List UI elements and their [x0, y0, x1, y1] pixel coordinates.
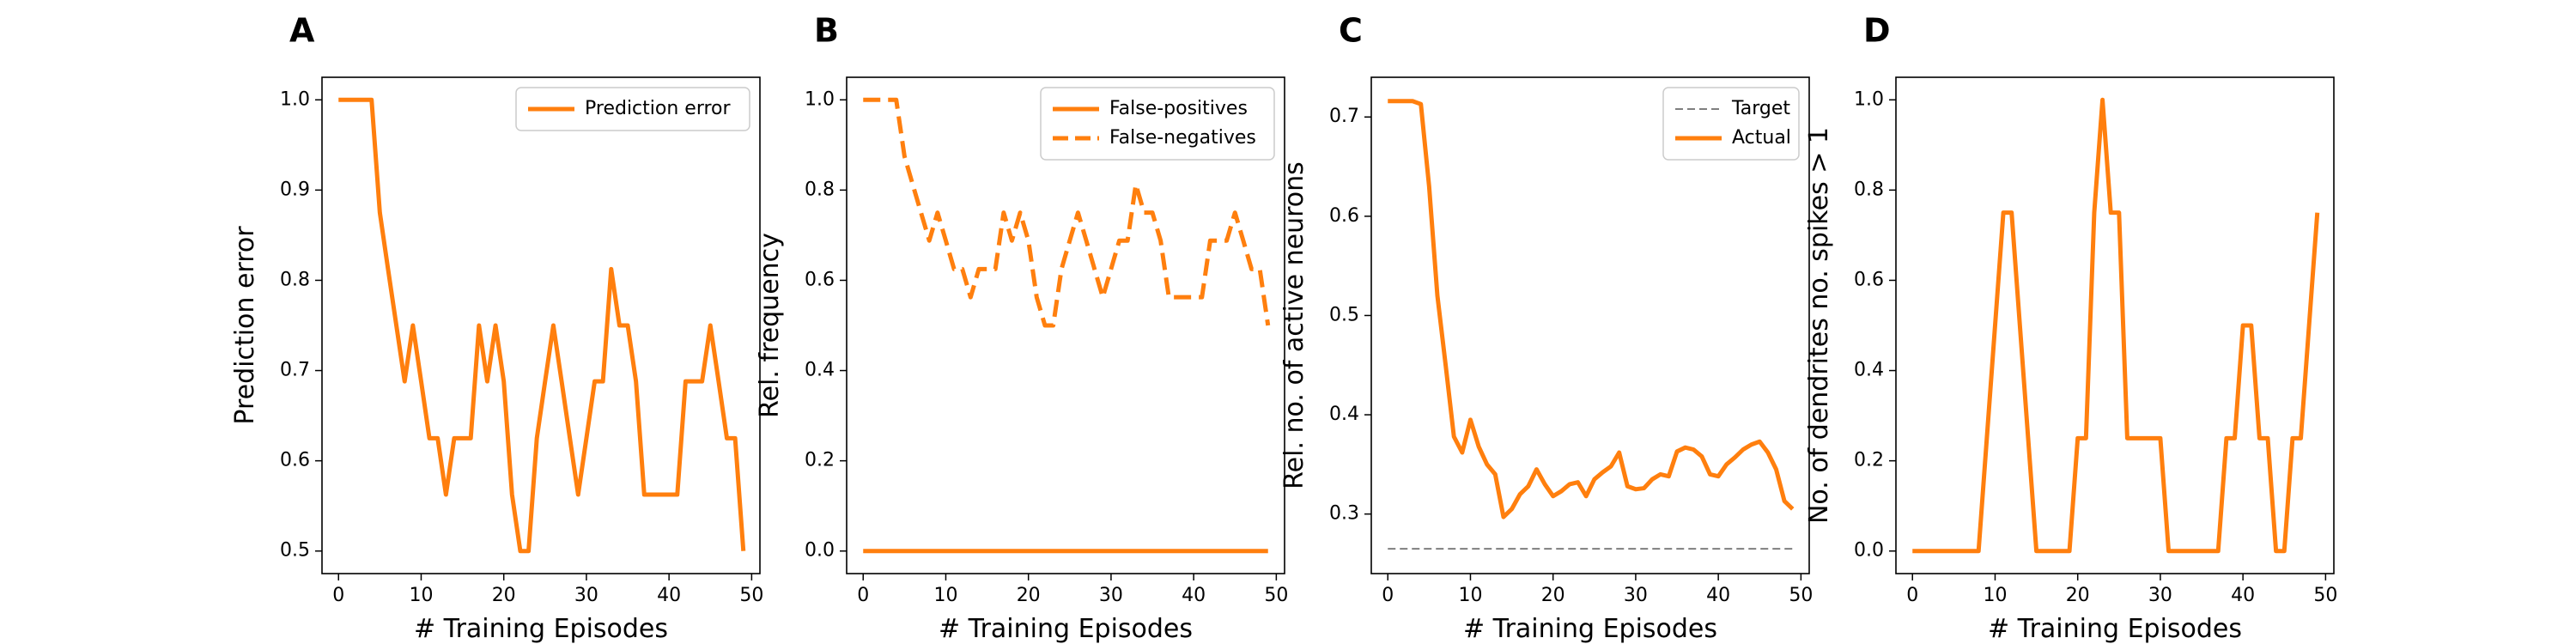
plot-frame: [846, 76, 1285, 574]
y-tick-label: 0.6: [1329, 205, 1359, 227]
x-tick-label: 20: [2066, 585, 2090, 606]
x-tick-label: 20: [1017, 585, 1041, 606]
legend-label: Target: [1731, 98, 1790, 119]
x-axis-label: # Training Episodes: [1988, 614, 2242, 644]
y-tick-label: 0.5: [280, 540, 310, 562]
x-tick-label: 30: [1624, 585, 1648, 606]
panel-letter: D: [1863, 12, 1891, 50]
x-axis-label: # Training Episodes: [939, 614, 1193, 644]
panel-a: A 0 10 20 30 40 50 0.5 0.6 0.7 0.8 0.9 1.0 # Training…: [230, 12, 763, 644]
x-tick-label: 40: [1182, 585, 1206, 606]
x-tick-label: 0: [857, 585, 869, 606]
x-tick-label: 40: [1706, 585, 1730, 606]
y-tick-label: 0.7: [280, 360, 310, 381]
x-tick-label: 0: [332, 585, 344, 606]
panel-letter: A: [289, 12, 315, 50]
y-tick-label: 0.4: [805, 360, 835, 381]
legend: False-positives False-negatives: [1040, 87, 1275, 161]
legend-label: Prediction error: [585, 98, 731, 119]
x-tick-label: 10: [1458, 585, 1482, 606]
x-axis-label: # Training Episodes: [414, 614, 668, 644]
series-line-data: [1912, 97, 2320, 554]
panel-b: B 0 10 20 30 40 50 0.0 0.2 0.4 0.6 0.8 1.0 # Training…: [755, 12, 1288, 644]
y-tick-label: 0.6: [1854, 269, 1884, 290]
x-tick-label: 10: [409, 585, 433, 606]
x-tick-label: 20: [1541, 585, 1565, 606]
x-tick-label: 50: [2313, 585, 2337, 606]
y-tick-label: 0.8: [805, 179, 835, 200]
legend-label: Actual: [1732, 127, 1791, 149]
y-tick-label: 0.4: [1854, 360, 1884, 381]
plot-frame: [1895, 76, 2335, 574]
series-line-actual: [1388, 99, 1795, 519]
y-tick-label: 1.0: [1854, 88, 1884, 110]
x-tick-label: 30: [1099, 585, 1123, 606]
y-axis-label: No. of dendrites no. spikes > 1: [1804, 127, 1834, 524]
x-tick-label: 0: [1382, 585, 1394, 606]
legend-box: [515, 87, 750, 131]
plot-frame: [1370, 76, 1810, 574]
panel-letter: C: [1339, 12, 1363, 50]
y-axis-label: Rel. no. of active neurons: [1279, 161, 1309, 489]
x-tick-label: 50: [739, 585, 763, 606]
panel-d: D 0 10 20 30 40 50 0.0 0.2 0.4 0.6 0.8 1.0 # Training…: [1804, 12, 2337, 644]
legend-label: False-negatives: [1109, 127, 1256, 149]
plot-frame: [321, 76, 761, 574]
y-tick-label: 0.0: [805, 540, 835, 562]
y-tick-label: 0.9: [280, 179, 310, 200]
x-tick-label: 30: [2148, 585, 2172, 606]
y-tick-label: 1.0: [805, 88, 835, 110]
x-tick-label: 10: [933, 585, 957, 606]
x-tick-label: 50: [1789, 585, 1813, 606]
y-tick-label: 0.8: [1854, 179, 1884, 200]
x-tick-label: 30: [574, 585, 598, 606]
y-tick-label: 0.7: [1329, 106, 1359, 127]
legend-box: [1040, 87, 1275, 161]
legend-box: [1662, 87, 1800, 161]
series-line-false-negatives: [863, 97, 1271, 328]
y-tick-label: 0.3: [1329, 503, 1359, 525]
x-axis-label: # Training Episodes: [1463, 614, 1717, 644]
y-tick-label: 0.0: [1854, 540, 1884, 562]
legend: Prediction error: [515, 87, 750, 131]
y-tick-label: 0.6: [280, 450, 310, 471]
legend-label: False-positives: [1109, 98, 1248, 119]
x-tick-label: 20: [492, 585, 516, 606]
x-tick-label: 40: [657, 585, 681, 606]
y-tick-label: 0.2: [805, 450, 835, 471]
y-tick-label: 0.2: [1854, 450, 1884, 471]
y-tick-label: 0.4: [1329, 404, 1359, 425]
x-tick-label: 10: [1983, 585, 2007, 606]
y-tick-label: 0.5: [1329, 304, 1359, 325]
panel-c: C 0 10 20 30 40 50 0.3 0.4 0.5 0.6 0.7 # Training Ep…: [1279, 12, 1813, 644]
series-line-prediction-error: [338, 97, 746, 554]
y-axis-label: Prediction error: [230, 226, 260, 425]
y-axis-label: Rel. frequency: [755, 233, 785, 418]
x-tick-label: 40: [2231, 585, 2255, 606]
x-tick-label: 0: [1906, 585, 1918, 606]
y-tick-label: 1.0: [280, 88, 310, 110]
x-tick-label: 50: [1264, 585, 1288, 606]
panel-letter: B: [814, 12, 839, 50]
legend: Target Actual: [1662, 87, 1800, 161]
y-tick-label: 0.6: [805, 269, 835, 290]
y-tick-label: 0.8: [280, 269, 310, 290]
